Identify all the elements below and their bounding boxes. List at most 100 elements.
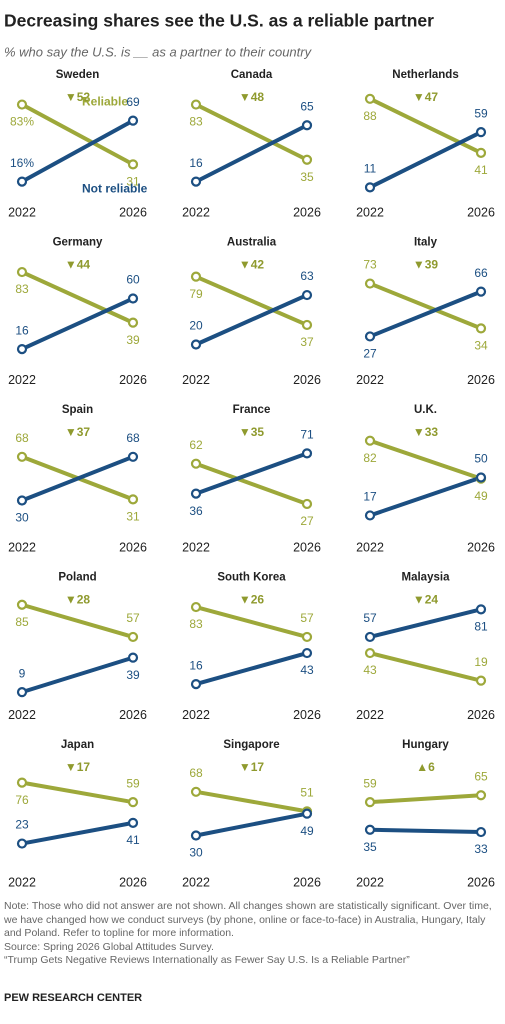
- chart: Decreasing shares see the U.S. as a reli…: [4, 11, 495, 890]
- value-label: 11: [364, 162, 377, 176]
- value-label: 16%: [10, 156, 34, 170]
- panel-title: Sweden: [56, 69, 99, 81]
- value-label: 68: [126, 431, 140, 445]
- subtitle: % who say the U.S. is __ as a partner to…: [4, 44, 313, 59]
- data-point: [16, 599, 28, 610]
- value-label: 17: [363, 490, 377, 504]
- x-tick-label: 2026: [467, 708, 495, 722]
- value-label: 57: [126, 611, 140, 625]
- series-line: [369, 827, 482, 835]
- value-label: 30: [189, 846, 203, 860]
- x-tick-label: 2026: [467, 875, 495, 889]
- data-point: [16, 838, 28, 849]
- change-annotation: ▼47: [413, 90, 439, 104]
- report: “Trump Gets Negative Reviews Internation…: [4, 954, 410, 966]
- value-label: 62: [189, 438, 203, 452]
- change-annotation: ▼28: [65, 593, 91, 607]
- data-point: [190, 271, 202, 282]
- data-point: [301, 319, 313, 331]
- data-point: [364, 93, 376, 104]
- footer: PEW RESEARCH CENTER: [4, 992, 143, 1004]
- panel-title: Canada: [231, 69, 273, 81]
- data-point: [364, 824, 376, 835]
- data-point: [127, 797, 139, 808]
- change-annotation: ▲6: [416, 760, 435, 774]
- value-label: 68: [189, 766, 203, 780]
- data-point: [364, 435, 376, 446]
- value-label: 57: [300, 611, 314, 625]
- series-line: [195, 274, 308, 327]
- data-point: [301, 808, 313, 819]
- x-tick-label: 2026: [467, 205, 495, 219]
- value-label: 23: [15, 818, 29, 832]
- series-line: [195, 651, 308, 687]
- data-point: [301, 154, 313, 165]
- legend-label: Not reliable: [82, 181, 148, 195]
- data-point: [16, 99, 28, 110]
- panel-title: Malaysia: [402, 572, 451, 584]
- note: Note: Those who did not answer are not s…: [4, 900, 492, 939]
- change-annotation: ▼39: [413, 258, 439, 272]
- data-point: [190, 99, 202, 110]
- x-tick-label: 2022: [8, 708, 36, 722]
- series-line: [195, 451, 308, 496]
- series-line: [195, 102, 308, 162]
- x-tick-label: 2026: [293, 205, 321, 219]
- data-point: [475, 147, 487, 158]
- value-label: 49: [474, 489, 488, 503]
- x-tick-label: 2026: [293, 373, 321, 387]
- value-label: 16: [15, 323, 29, 337]
- value-label: 66: [474, 266, 488, 280]
- value-label: 51: [300, 786, 314, 800]
- x-tick-label: 2026: [467, 540, 495, 554]
- value-label: 16: [189, 156, 203, 170]
- data-point: [127, 631, 139, 643]
- data-point: [127, 293, 139, 304]
- x-tick-label: 2022: [356, 708, 384, 722]
- x-tick-label: 2026: [467, 373, 495, 387]
- panel-title: Hungary: [402, 739, 449, 751]
- value-label: 20: [189, 319, 203, 333]
- data-point: [16, 266, 28, 278]
- value-label: 59: [126, 776, 140, 790]
- series-line: [21, 118, 134, 184]
- series-line: [195, 789, 308, 814]
- data-point: [301, 289, 313, 301]
- x-tick-label: 2022: [182, 708, 210, 722]
- value-label: 88: [363, 109, 377, 123]
- value-label: 71: [300, 428, 314, 442]
- data-point: [190, 830, 202, 841]
- data-point: [127, 652, 139, 663]
- data-point: [190, 601, 202, 613]
- panel-title: Poland: [58, 572, 96, 584]
- panel-title: Germany: [53, 237, 103, 249]
- series-line: [195, 811, 308, 838]
- data-point: [127, 494, 139, 505]
- value-label: 63: [300, 269, 314, 283]
- value-label: 31: [126, 175, 140, 189]
- panel-title: Netherlands: [392, 69, 458, 81]
- panel-title: Italy: [414, 237, 438, 249]
- value-label: 68: [15, 431, 29, 445]
- data-point: [16, 495, 28, 506]
- series-line: [195, 293, 308, 347]
- series-line: [21, 820, 134, 846]
- x-tick-label: 2026: [119, 875, 147, 889]
- panel-title: U.K.: [414, 404, 437, 416]
- x-tick-label: 2026: [119, 373, 147, 387]
- value-label: 59: [363, 776, 377, 790]
- series-line: [369, 97, 482, 155]
- change-annotation: ▼44: [65, 258, 91, 272]
- panel-title: France: [233, 404, 271, 416]
- value-label: 79: [189, 287, 203, 301]
- data-point: [364, 510, 376, 521]
- value-label: 35: [300, 170, 314, 184]
- change-annotation: ▼52: [65, 90, 91, 104]
- data-point: [364, 647, 376, 659]
- change-annotation: ▼35: [239, 425, 265, 439]
- x-tick-label: 2022: [356, 373, 384, 387]
- series-line: [369, 289, 482, 339]
- series-line: [369, 281, 482, 331]
- value-label: 39: [126, 333, 140, 347]
- value-label: 76: [15, 793, 29, 807]
